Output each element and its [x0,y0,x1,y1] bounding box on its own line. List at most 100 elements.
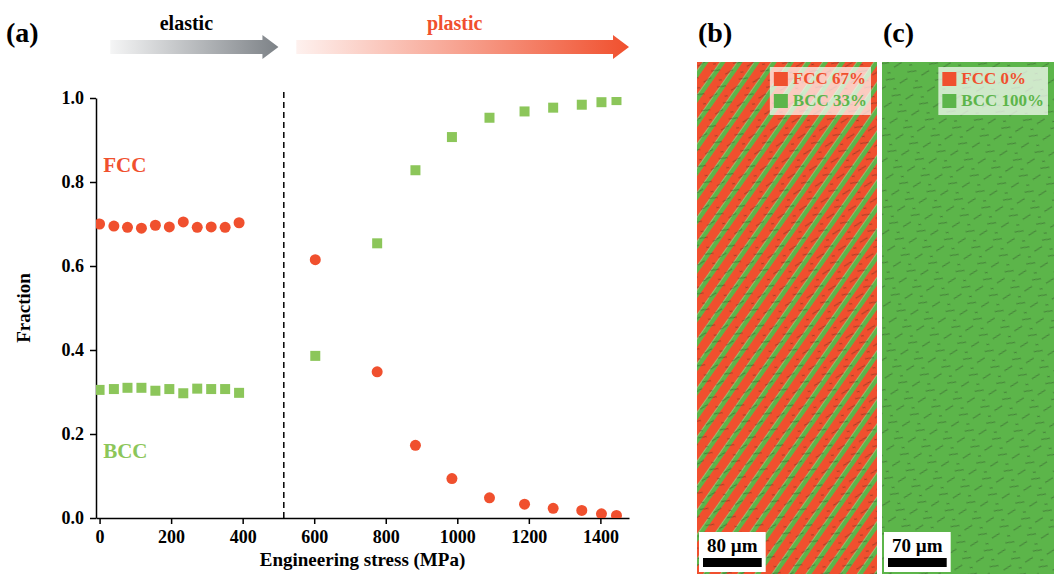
data-point [150,220,161,231]
data-point [192,222,203,233]
legend-background [770,67,871,115]
tick-mark [529,518,531,524]
data-point [548,103,558,113]
tick-mark [90,98,96,100]
legend: FCC 67%BCC 33% [770,67,871,115]
plot-marks [96,97,622,518]
tick-mark [600,518,602,524]
tick-mark [242,518,244,524]
tick: 400 [230,518,257,547]
data-point [206,384,216,394]
data-point [410,165,420,175]
data-point [136,383,146,393]
scale-bar-line [888,558,947,567]
tick-mark [90,266,96,268]
micrograph [882,62,1054,574]
tick-mark [90,182,96,184]
tick-mark [171,518,173,524]
data-point [548,503,559,514]
tick-label: 0.6 [62,256,85,276]
data-point [596,508,607,518]
tick-label: 0.0 [62,508,85,528]
data-point [372,238,382,248]
tick: 1000 [440,518,476,547]
data-point [109,384,119,394]
data-point [122,383,132,393]
scale-bar: 70 µm [884,532,951,572]
phase-map [697,62,877,574]
tick-mark [90,518,96,520]
series-label: BCC [103,439,147,463]
figure: (a)elasticplastic02004006008001000120014… [0,0,1058,579]
tick: 1.0 [62,88,97,108]
stage-arrow [296,35,629,59]
data-point [484,492,495,503]
tick-mark [99,518,101,524]
data-point [577,100,587,110]
axis-line [97,518,630,520]
legend-label: BCC 100% [961,91,1044,110]
tick: 600 [301,518,328,547]
data-point [234,217,245,228]
tick-label: 0 [96,527,105,547]
panel-label: (c) [883,17,914,48]
data-point [108,221,119,232]
data-point [310,351,320,361]
tick-mark [314,518,316,524]
tick-label: 1.0 [62,88,85,108]
stage-boundary [283,92,285,518]
legend-swatch [774,94,788,108]
scale-bar-label: 70 µm [892,535,943,556]
legend-swatch [774,72,788,86]
tick: 1200 [511,518,547,547]
legend-background [938,67,1048,115]
legend-swatch [942,94,956,108]
tick-label: 200 [158,527,185,547]
legend-swatch [942,72,956,86]
tick: 0.2 [62,424,97,444]
scale-bar-background [884,532,951,572]
data-point [164,221,175,232]
stage-arrow [110,35,278,59]
texture [882,62,1054,574]
stage-label: plastic [427,12,483,35]
tick-label: 800 [373,527,400,547]
micrograph [697,62,877,574]
data-point [96,219,105,230]
data-point [484,113,494,123]
tick: 200 [158,518,185,547]
data-point [519,499,530,510]
legend-label: FCC 0% [961,69,1026,88]
tick-label: 1400 [583,527,619,547]
data-point [310,254,321,265]
series [96,216,622,518]
tick: 0 [96,518,105,547]
tick-label: 0.2 [62,424,85,444]
data-point [178,216,189,227]
data-point [576,505,587,516]
scale-bar-line [703,558,762,567]
data-point [122,222,133,233]
scale-bar-label: 80 µm [707,535,758,556]
panel-label: (b) [698,17,732,48]
tick: 1400 [583,518,619,547]
y-axis-title: Fraction [13,273,34,343]
axis-line [96,99,98,519]
tick-mark [90,350,96,352]
data-point [220,384,230,394]
data-point [410,440,421,451]
data-point [220,222,231,233]
data-point [596,97,606,107]
tick-label: 1000 [440,527,476,547]
data-point [611,97,621,105]
data-point [136,223,147,234]
scale-bar: 80 µm [699,532,766,572]
series-label: FCC [103,153,146,177]
tick-label: 400 [230,527,257,547]
tick-label: 0.8 [62,172,85,192]
data-point [447,132,457,142]
tick: 0.8 [62,172,97,192]
data-point [234,388,244,398]
tick-label: 0.4 [62,340,85,360]
data-point [446,473,457,484]
